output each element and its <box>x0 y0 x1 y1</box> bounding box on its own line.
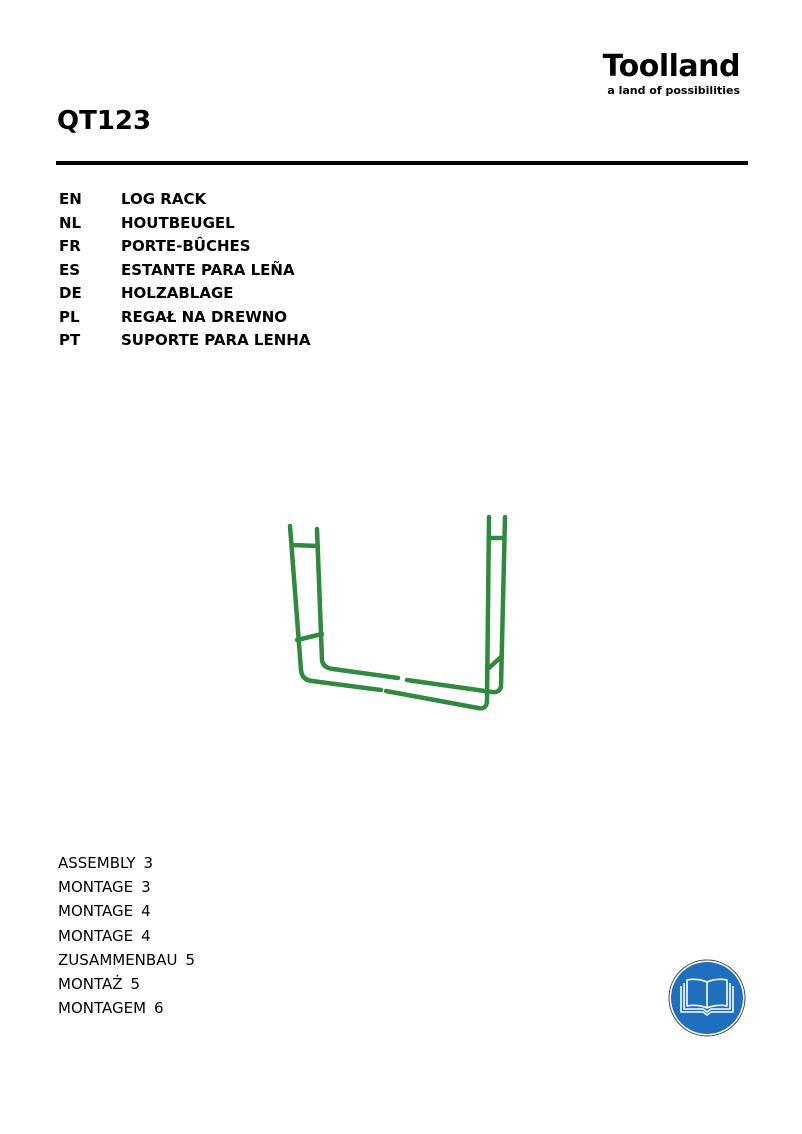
title-row: FR PORTE-BÛCHES <box>59 237 310 261</box>
product-title: REGAŁ NA DREWNO <box>121 307 288 326</box>
toc-label: MONTAGE <box>58 902 134 921</box>
toc-page: 6 <box>154 999 164 1018</box>
brand-tagline: a land of possibilities <box>607 84 740 97</box>
toc-label: ASSEMBLY <box>58 854 136 872</box>
title-row: NL HOUTBEUGEL <box>59 214 310 238</box>
toc-entry[interactable]: MONTAGEM 6 <box>58 999 195 1023</box>
lang-code: EN <box>59 190 82 208</box>
toc-entry[interactable]: MONTAŻ 5 <box>58 975 195 999</box>
title-row: DE HOLZABLAGE <box>59 284 310 308</box>
divider <box>56 161 748 165</box>
table-of-contents: ASSEMBLY 3 MONTAGE 3 MONTAGE 4 MONTAGE 4 ZUS… <box>58 854 195 1023</box>
model-number: QT123 <box>57 106 152 136</box>
toc-page: 4 <box>141 902 151 921</box>
toc-page: 4 <box>141 926 151 945</box>
lang-code: NL <box>59 213 82 232</box>
toc-label: ZUSAMMENBAU <box>58 950 178 969</box>
lang-code: DE <box>59 284 82 302</box>
toc-entry[interactable]: MONTAGE 3 <box>58 878 195 902</box>
toc-page: 5 <box>130 974 141 993</box>
toc-label: MONTAŻ <box>58 974 123 993</box>
toc-entry[interactable]: ZUSAMMENBAU 5 <box>58 951 195 975</box>
toc-page: 3 <box>143 854 154 872</box>
product-title: PORTE-BÛCHES <box>121 237 251 255</box>
toc-entry[interactable]: MONTAGE 4 <box>58 902 195 926</box>
toc-label: MONTAGEM <box>58 999 147 1018</box>
title-row: EN LOG RACK <box>59 190 310 214</box>
product-title: HOUTBEUGEL <box>121 213 235 232</box>
toc-page: 3 <box>141 878 151 897</box>
lang-code: PL <box>59 307 80 326</box>
lang-code: ES <box>59 260 81 279</box>
language-titles: EN LOG RACK NL HOUTBEUGEL FR PORTE-BÛCHES E… <box>59 190 310 355</box>
product-title: SUPORTE PARA LENHA <box>121 331 311 349</box>
toc-entry[interactable]: MONTAGE 4 <box>58 927 195 951</box>
title-row: ES ESTANTE PARA LEÑA <box>59 261 310 285</box>
product-title: HOLZABLAGE <box>121 284 234 302</box>
brand-logo: Toolland a land of possibilities <box>578 49 741 98</box>
lang-code: PT <box>59 331 81 349</box>
toc-entry[interactable]: ASSEMBLY 3 <box>58 854 195 878</box>
toc-page: 5 <box>185 950 195 969</box>
read-manual-icon <box>668 959 746 1037</box>
title-row: PT SUPORTE PARA LENHA <box>59 331 310 355</box>
lang-code: FR <box>59 237 81 255</box>
title-row: PL REGAŁ NA DREWNO <box>59 308 310 332</box>
product-title: ESTANTE PARA LEÑA <box>121 260 295 279</box>
toc-label: MONTAGE <box>58 878 134 897</box>
product-title: LOG RACK <box>121 190 207 208</box>
brand-name: Toolland <box>602 49 741 84</box>
toc-label: MONTAGE <box>58 926 134 945</box>
